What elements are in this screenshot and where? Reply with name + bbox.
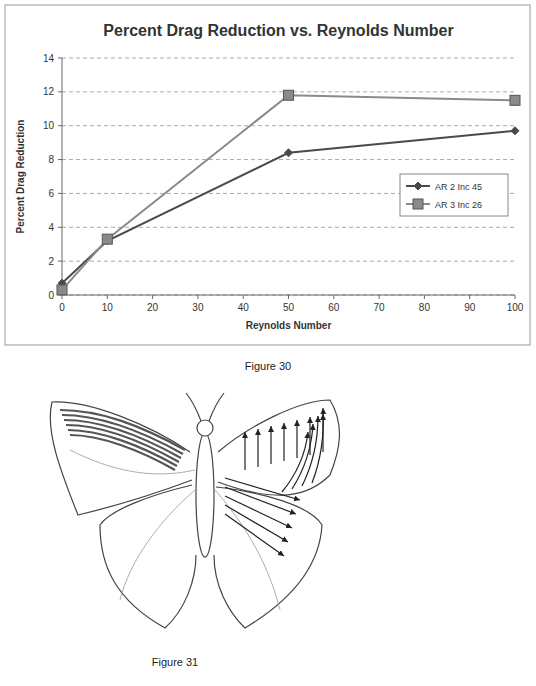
x-tick-label: 60 xyxy=(328,302,340,313)
x-tick-label: 100 xyxy=(507,302,524,313)
y-tick xyxy=(58,193,62,194)
x-tick xyxy=(333,295,334,299)
y-tick-label: 10 xyxy=(43,120,55,131)
grid-line xyxy=(62,227,515,228)
series-marker xyxy=(285,149,293,157)
y-tick xyxy=(58,159,62,160)
flow-arrow xyxy=(296,420,297,458)
flow-arrow xyxy=(283,423,284,461)
plot-area xyxy=(57,90,520,295)
flow-arrow xyxy=(244,432,245,470)
chart-title: Percent Drag Reduction vs. Reynolds Numb… xyxy=(103,22,453,39)
y-axis xyxy=(62,58,63,295)
flow-arrow xyxy=(225,496,292,528)
flow-arrow xyxy=(302,416,318,486)
wing-band xyxy=(70,435,175,470)
figure-caption: Figure 30 xyxy=(245,360,291,372)
butterfly xyxy=(50,393,339,628)
x-tick xyxy=(197,295,198,299)
series-line xyxy=(62,95,515,290)
y-tick xyxy=(58,91,62,92)
legend-label: AR 3 Inc 26 xyxy=(435,200,482,210)
y-tick-label: 12 xyxy=(43,86,55,97)
y-tick-label: 2 xyxy=(48,256,54,267)
legend-label: AR 2 Inc 45 xyxy=(435,182,482,192)
x-tick xyxy=(243,295,244,299)
x-tick xyxy=(515,295,516,299)
chart-frame xyxy=(5,5,530,345)
page: Percent Drag Reduction vs. Reynolds Numb… xyxy=(0,0,536,686)
flow-arrow xyxy=(225,478,300,500)
figure-caption: Figure 31 xyxy=(152,656,198,668)
y-tick-label: 4 xyxy=(48,222,54,233)
x-tick xyxy=(288,295,289,299)
y-tick-label: 6 xyxy=(48,188,54,199)
grid-line xyxy=(62,295,515,296)
legend-marker xyxy=(414,182,422,190)
x-tick-label: 30 xyxy=(192,302,204,313)
x-tick xyxy=(152,295,153,299)
grid-line xyxy=(62,58,515,59)
series-marker xyxy=(510,95,520,105)
y-axis-title: Percent Drag Reduction xyxy=(15,120,26,234)
butterfly-head xyxy=(197,420,213,436)
y-tick xyxy=(58,227,62,228)
series-line xyxy=(62,131,515,283)
x-tick xyxy=(424,295,425,299)
x-axis-title: Reynolds Number xyxy=(246,320,332,331)
x-tick xyxy=(107,295,108,299)
flow-arrow xyxy=(225,514,284,556)
flow-arrows xyxy=(225,408,323,556)
series-marker xyxy=(57,285,67,295)
y-tick xyxy=(58,261,62,262)
x-tick-label: 20 xyxy=(147,302,159,313)
y-tick xyxy=(58,125,62,126)
flow-arrow xyxy=(292,424,313,489)
series-marker xyxy=(511,127,519,135)
flow-arrow xyxy=(270,426,271,464)
grid-line xyxy=(62,261,515,262)
x-tick xyxy=(62,295,63,299)
x-tick xyxy=(379,295,380,299)
x-tick-label: 90 xyxy=(464,302,476,313)
y-tick-label: 8 xyxy=(48,154,54,165)
x-tick xyxy=(469,295,470,299)
x-tick-label: 0 xyxy=(59,302,65,313)
grid-line xyxy=(62,125,515,126)
x-tick-label: 40 xyxy=(238,302,250,313)
y-tick-label: 0 xyxy=(48,290,54,301)
y-tick-label: 14 xyxy=(43,53,55,64)
series-marker xyxy=(102,234,112,244)
right-hindwing xyxy=(214,487,322,628)
x-tick-label: 70 xyxy=(374,302,386,313)
y-tick xyxy=(58,58,62,59)
x-tick-label: 50 xyxy=(283,302,295,313)
antenna xyxy=(186,393,224,421)
flow-arrow xyxy=(257,429,258,467)
x-axis xyxy=(62,295,515,296)
legend: AR 2 Inc 45 AR 3 Inc 26 xyxy=(400,174,508,216)
legend-marker xyxy=(413,199,423,209)
butterfly-body xyxy=(196,433,214,557)
grid-line xyxy=(62,159,515,160)
x-tick-label: 10 xyxy=(102,302,114,313)
legend-box xyxy=(400,174,508,216)
left-hindwing xyxy=(100,485,196,628)
flow-arrow xyxy=(312,408,323,483)
x-tick-label: 80 xyxy=(419,302,431,313)
series-marker xyxy=(284,90,294,100)
